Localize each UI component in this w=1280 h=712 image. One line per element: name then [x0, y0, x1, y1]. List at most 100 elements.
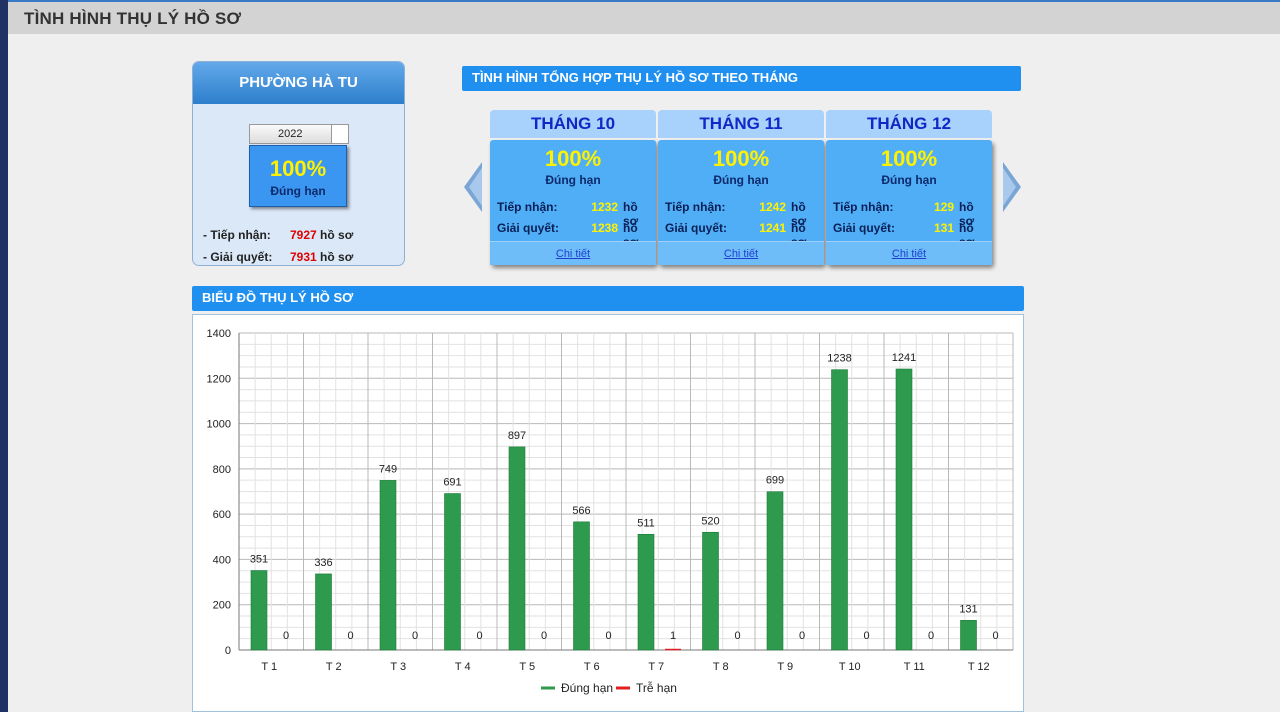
bar-data-label: 691: [443, 477, 461, 489]
legend: [537, 677, 683, 699]
month-received-label: Tiếp nhận:: [833, 200, 894, 214]
bar-on-time: [637, 533, 655, 651]
month-received-unit: hồ sơ: [623, 200, 639, 228]
month-resolved-label: Giải quyết:: [833, 221, 896, 235]
month-resolved-value: 131: [933, 221, 954, 235]
y-tick-label: 1400: [207, 328, 231, 340]
x-tick-label: T 3: [390, 661, 406, 673]
month-detail-link[interactable]: Chi tiết: [490, 241, 656, 265]
page-title: TÌNH HÌNH THỤ LÝ HỒ SƠ: [24, 9, 242, 28]
top-bar: TÌNH HÌNH THỤ LÝ HỒ SƠ: [8, 0, 1280, 34]
bar-on-time: [895, 368, 913, 651]
month-resolved-row: Giải quyết: 1241 hồ sơ: [665, 221, 821, 249]
month-tab-label[interactable]: THÁNG 12: [826, 110, 992, 138]
bar-on-time: [960, 620, 977, 651]
chevron-left-icon[interactable]: [464, 162, 484, 212]
ward-received-unit: hồ sơ: [320, 228, 354, 242]
bar-data-label: 0: [347, 630, 353, 642]
month-resolved-value: 1241: [759, 221, 786, 235]
month-card-body: 100% Đúng hạn Tiếp nhận: 1232 hồ sơ Giải…: [490, 140, 656, 265]
month-detail-link[interactable]: Chi tiết: [826, 241, 992, 265]
bar-data-label: 0: [412, 630, 418, 642]
bar-data-label: 0: [928, 630, 934, 642]
bar-on-time: [444, 493, 461, 651]
month-resolved-label: Giải quyết:: [665, 221, 728, 235]
legend-label-late: Trễ hạn: [636, 680, 677, 695]
year-value: 2022: [278, 128, 303, 140]
bar-data-label: 0: [476, 630, 482, 642]
bar-on-time: [831, 369, 848, 651]
bar-on-time: [508, 446, 526, 651]
month-detail-link[interactable]: Chi tiết: [658, 241, 824, 265]
chevron-right-icon[interactable]: [1001, 162, 1021, 212]
x-tick-label: T 5: [519, 661, 535, 673]
bar-on-time: [573, 521, 590, 651]
bar-late: [665, 648, 681, 651]
bar-data-label: 0: [992, 630, 998, 642]
bar-data-label: 336: [314, 557, 332, 569]
month-resolved-label: Giải quyết:: [497, 221, 560, 235]
bar-on-time: [766, 491, 784, 651]
bar-data-label: 897: [508, 430, 526, 442]
month-received-row: Tiếp nhận: 1232 hồ sơ: [497, 200, 653, 228]
month-received-label: Tiếp nhận:: [497, 200, 558, 214]
month-resolved-value: 1238: [591, 221, 618, 235]
bar-on-time: [702, 531, 719, 651]
x-tick-label: T 1: [261, 661, 277, 673]
x-tick-label: T 7: [648, 661, 664, 673]
ward-resolved-value: 7931: [290, 250, 317, 264]
bar-on-time: [315, 573, 332, 651]
x-tick-label: T 4: [455, 661, 471, 673]
ward-summary-panel: PHƯỜNG HÀ TU 2022 100% Đúng hạn - Tiếp n…: [192, 61, 405, 266]
x-tick-label: T 9: [777, 661, 793, 673]
month-tab-label[interactable]: THÁNG 11: [658, 110, 824, 138]
bar-data-label: 0: [734, 630, 740, 642]
bar-data-label: 511: [637, 517, 655, 529]
bar-data-label: 351: [250, 554, 268, 566]
month-resolved-row: Giải quyết: 1238 hồ sơ: [497, 221, 653, 249]
x-tick-label: T 6: [584, 661, 600, 673]
monthly-section-title: TÌNH HÌNH TỔNG HỢP THỤ LÝ HỒ SƠ THEO THÁ…: [462, 66, 1021, 91]
month-percent: 100%: [544, 146, 602, 171]
month-status: Đúng hạn: [713, 173, 769, 187]
month-received-unit: hồ sơ: [791, 200, 807, 228]
bar-data-label: 0: [799, 630, 805, 642]
bar-data-label: 749: [379, 463, 397, 475]
month-card-body: 100% Đúng hạn Tiếp nhận: 129 hồ sơ Giải …: [826, 140, 992, 265]
ward-resolved-label: - Giải quyết:: [203, 250, 273, 264]
bar-data-label: 520: [701, 515, 719, 527]
month-tab-label[interactable]: THÁNG 10: [490, 110, 656, 138]
month-percent: 100%: [712, 146, 770, 171]
month-percent: 100%: [880, 146, 938, 171]
month-received-value: 1232: [591, 200, 618, 214]
month-card-october: THÁNG 10 100% Đúng hạn Tiếp nhận: 1232 h…: [490, 110, 656, 266]
year-select[interactable]: 2022: [249, 124, 349, 144]
bar-data-label: 566: [572, 505, 590, 517]
x-tick-label: T 8: [713, 661, 729, 673]
ward-resolved-unit: hồ sơ: [320, 250, 354, 264]
x-tick-label: T 2: [326, 661, 342, 673]
month-card-november: THÁNG 11 100% Đúng hạn Tiếp nhận: 1242 h…: [658, 110, 824, 266]
month-resolved-row: Giải quyết: 131 hồ sơ: [833, 221, 989, 249]
bar-data-label: 0: [283, 630, 289, 642]
year-dropdown-button[interactable]: [331, 124, 349, 144]
month-received-row: Tiếp nhận: 1242 hồ sơ: [665, 200, 821, 228]
bar-data-label: 1241: [892, 352, 916, 364]
month-received-unit: hồ sơ: [959, 200, 975, 228]
y-tick-label: 800: [213, 464, 231, 476]
bar-data-label: 0: [863, 630, 869, 642]
bar-data-label: 0: [541, 630, 547, 642]
month-received-row: Tiếp nhận: 129 hồ sơ: [833, 200, 989, 228]
bar-data-label: 1: [670, 630, 676, 642]
y-tick-label: 400: [213, 554, 231, 566]
bar-data-label: 0: [605, 630, 611, 642]
y-tick-label: 600: [213, 509, 231, 521]
bar-data-label: 1238: [827, 353, 851, 365]
bar-on-time: [379, 480, 397, 651]
year-percent: 100%: [269, 156, 327, 181]
bar-data-label: 131: [959, 603, 977, 615]
ward-name: PHƯỜNG HÀ TU: [193, 62, 404, 104]
month-received-label: Tiếp nhận:: [665, 200, 726, 214]
ward-resolved-line: - Giải quyết: 7931 hồ sơ: [203, 250, 353, 264]
